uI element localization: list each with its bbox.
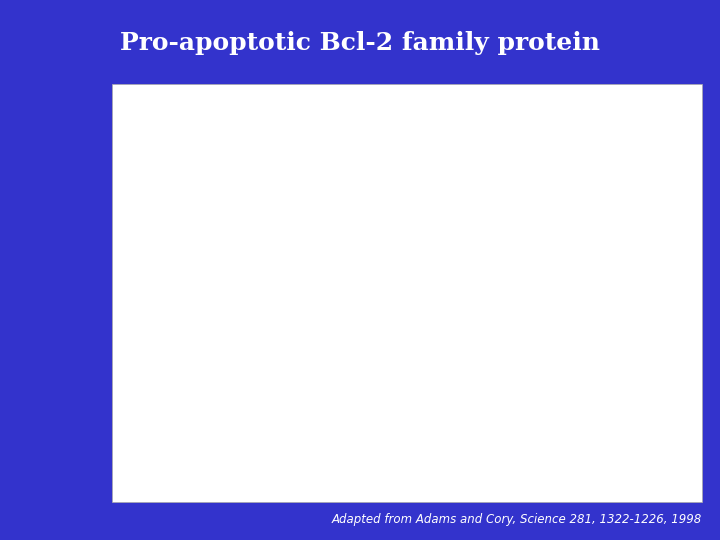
Bar	[608, 130, 667, 151]
Bar	[516, 296, 566, 318]
Text: Pro-apoptotic Bcl-2 family protein: Pro-apoptotic Bcl-2 family protein	[120, 31, 600, 55]
Bar	[280, 267, 593, 288]
Bar	[356, 472, 401, 494]
Bar	[543, 130, 602, 151]
Bar	[580, 161, 618, 183]
Text: Ligand
domain: Ligand domain	[372, 115, 411, 137]
Text: BH1: BH1	[458, 136, 482, 145]
Text: BH3: BH3	[139, 235, 164, 245]
Text: Bid: Bid	[117, 447, 135, 460]
Text: BNIP3: BNIP3	[117, 359, 151, 372]
Text: Bax: Bax	[117, 134, 139, 147]
Bar	[356, 413, 401, 435]
Bar	[439, 161, 484, 183]
Text: Bak: Bak	[117, 165, 138, 178]
Bar	[356, 161, 401, 183]
Bar	[531, 267, 590, 288]
Text: Bad: Bad	[117, 417, 139, 430]
Text: Bim$_L$: Bim$_L$	[117, 387, 145, 403]
Text: Adapted from Adams and Cory, Science 281, 1322-1226, 1998: Adapted from Adams and Cory, Science 281…	[332, 514, 702, 526]
Bar	[356, 192, 401, 214]
Text: BH3: BH3	[411, 272, 435, 282]
Bar	[418, 384, 457, 406]
Text: EGL-1: EGL-1	[117, 476, 151, 489]
Text: BH2: BH2	[560, 136, 584, 145]
Bar	[356, 325, 401, 347]
Bar	[423, 325, 467, 347]
Bar	[439, 130, 501, 151]
Text: Bik: Bik	[117, 271, 135, 284]
Bar	[127, 101, 176, 122]
Bar	[356, 443, 401, 464]
Bar	[433, 192, 477, 214]
Bar	[356, 384, 401, 406]
Bar	[356, 296, 401, 318]
Text: Bax: Bax	[140, 106, 163, 116]
Text: Bok: Bok	[117, 197, 138, 210]
Text: Hrk: Hrk	[117, 329, 137, 342]
Text: Subfamily: Subfamily	[187, 234, 250, 247]
Bar	[380, 267, 466, 288]
Bar	[127, 230, 176, 251]
Text: BH3: BH3	[379, 136, 402, 145]
Text: Blk: Blk	[117, 300, 135, 313]
Bar	[356, 355, 401, 376]
Bar	[534, 161, 572, 183]
Bar	[531, 192, 563, 214]
Bar	[268, 130, 670, 151]
Bar	[356, 130, 425, 151]
Bar	[572, 192, 613, 214]
Bar	[462, 355, 512, 376]
Text: Subfamily: Subfamily	[187, 105, 250, 118]
